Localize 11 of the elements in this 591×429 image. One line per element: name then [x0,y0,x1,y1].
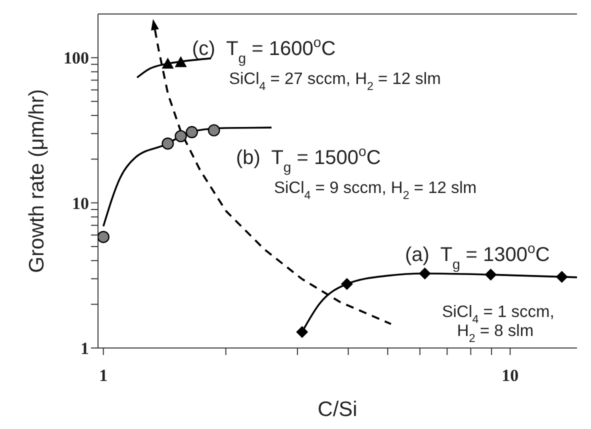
annotation: SiCl$_{4}$ = 27 sccm, H$_{2}$ = 12 slm [229,70,441,93]
y-axis-title: Growth rate (μm/hr) [25,89,48,273]
annotation: (c) T$_{g}$ = 1600$^{o}$C [192,34,336,66]
y-tick-label: 10 [72,194,89,213]
y-tick-label: 1 [80,339,89,358]
annotation: (a) T$_{g}$ = 1300$^{o}$C [405,240,550,272]
annotation: SiCl$_{4}$ = 9 sccm, H$_{2}$ = 12 slm [274,179,477,202]
annotation: H$_{2}$ = 8 slm [457,322,534,345]
y-tick-label: 100 [64,48,89,68]
x-axis-title: C/Si [318,398,358,421]
annotation: (b) T$_{g}$ = 1500$^{o}$C [236,143,381,175]
